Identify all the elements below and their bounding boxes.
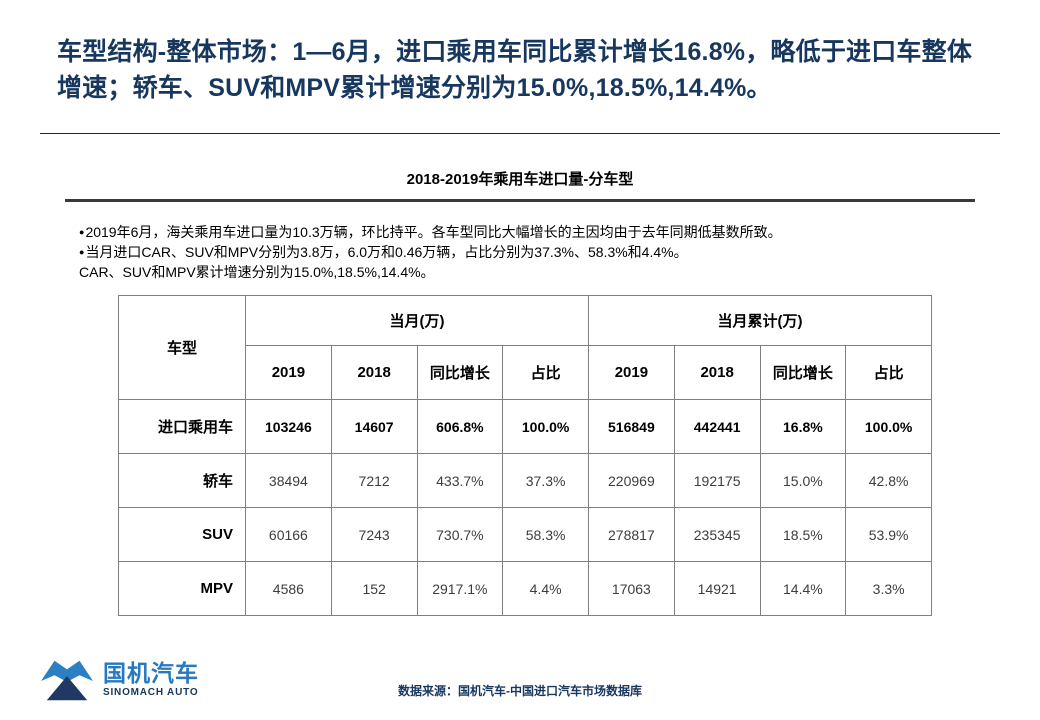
table-subheader: 同比增长	[416, 345, 504, 400]
table-group-header-cumulative: 当月累计(万)	[588, 295, 932, 346]
table-cell: 100.0%	[845, 399, 932, 454]
bullet-item: CAR、SUV和MPV累计增速分别为15.0%,18.5%,14.4%。	[79, 262, 954, 282]
bullet-text: 当月进口CAR、SUV和MPV分别为3.8万，6.0万和0.46万辆，占比分别为…	[85, 244, 688, 260]
table-cell: 14607	[330, 399, 418, 454]
bullet-text: CAR、SUV和MPV累计增速分别为15.0%,18.5%,14.4%。	[79, 264, 435, 280]
bullet-text: 2019年6月，海关乘用车进口量为10.3万辆，环比持平。各车型同比大幅增长的主…	[85, 224, 782, 240]
table-row: 进口乘用车 103246 14607 606.8% 100.0% 516849 …	[118, 399, 932, 454]
logo-mountain-icon	[41, 660, 93, 701]
table-corner-header: 车型	[118, 295, 246, 400]
chart-title-underline	[65, 199, 975, 202]
table-group-header-month: 当月(万)	[245, 295, 589, 346]
row-label: 进口乘用车	[118, 399, 246, 454]
company-logo: 国机汽车 SINOMACH AUTO	[38, 655, 199, 705]
table-cell: 100.0%	[502, 399, 589, 454]
bullet-icon: ●	[79, 227, 85, 237]
table-cell: 53.9%	[845, 507, 932, 562]
row-label: 轿车	[118, 453, 246, 508]
table-cell: 37.3%	[502, 453, 589, 508]
chart-title: 2018-2019年乘用车进口量-分车型	[406, 171, 634, 188]
table-subheader: 占比	[845, 345, 932, 400]
table-row: 轿车 38494 7212 433.7% 37.3% 220969 192175…	[118, 453, 932, 508]
table-cell: 38494	[245, 453, 332, 508]
table-cell: 278817	[588, 507, 675, 562]
table-subheader: 占比	[502, 345, 589, 400]
table-cell: 220969	[588, 453, 675, 508]
table-cell: 2917.1%	[416, 561, 504, 616]
table-row: MPV 4586 152 2917.1% 4.4% 17063 14921 14…	[118, 561, 932, 616]
row-label: MPV	[118, 561, 246, 616]
table-cell: 14921	[673, 561, 761, 616]
table-row: SUV 60166 7243 730.7% 58.3% 278817 23534…	[118, 507, 932, 562]
table-subheader: 2019	[588, 345, 675, 400]
page-title: 车型结构-整体市场：1—6月，进口乘用车同比累计增长16.8%，略低于进口车整体…	[57, 38, 973, 102]
table-cell: 433.7%	[416, 453, 504, 508]
table-subheader: 2018	[330, 345, 418, 400]
table-cell: 4.4%	[502, 561, 589, 616]
table-cell: 235345	[673, 507, 761, 562]
table-cell: 58.3%	[502, 507, 589, 562]
logo-name-en: SINOMACH AUTO	[103, 687, 199, 698]
table-cell: 103246	[245, 399, 332, 454]
logo-text: 国机汽车 SINOMACH AUTO	[103, 655, 199, 699]
table-cell: 60166	[245, 507, 332, 562]
bullet-item: ●当月进口CAR、SUV和MPV分别为3.8万，6.0万和0.46万辆，占比分别…	[79, 242, 954, 262]
table-subheader: 2018	[673, 345, 761, 400]
table-cell: 18.5%	[759, 507, 847, 562]
table-cell: 152	[330, 561, 418, 616]
table-subheader: 2019	[245, 345, 332, 400]
table-cell: 16.8%	[759, 399, 847, 454]
table-cell: 606.8%	[416, 399, 504, 454]
table-cell: 730.7%	[416, 507, 504, 562]
data-source-note: 数据来源：国机汽车-中国进口汽车市场数据库	[398, 684, 642, 698]
import-volume-table: 车型 当月(万) 当月累计(万) 2019 2018 同比增长 占比 2019 …	[118, 295, 932, 616]
table-cell: 192175	[673, 453, 761, 508]
table-cell: 42.8%	[845, 453, 932, 508]
table-cell: 516849	[588, 399, 675, 454]
logo-name-cn: 国机汽车	[103, 660, 199, 686]
table-cell: 7243	[330, 507, 418, 562]
table-cell: 3.3%	[845, 561, 932, 616]
row-label: SUV	[118, 507, 246, 562]
table-cell: 4586	[245, 561, 332, 616]
header-divider	[40, 133, 1000, 134]
bullet-icon: ●	[79, 247, 85, 257]
table-cell: 17063	[588, 561, 675, 616]
table-cell: 7212	[330, 453, 418, 508]
table-subheader-row: 2019 2018 同比增长 占比 2019 2018 同比增长 占比	[119, 345, 932, 400]
table-cell: 15.0%	[759, 453, 847, 508]
table-cell: 14.4%	[759, 561, 847, 616]
bullet-item: ●2019年6月，海关乘用车进口量为10.3万辆，环比持平。各车型同比大幅增长的…	[79, 222, 954, 242]
table-subheader: 同比增长	[759, 345, 847, 400]
bullet-list: ●2019年6月，海关乘用车进口量为10.3万辆，环比持平。各车型同比大幅增长的…	[79, 222, 954, 282]
table-cell: 442441	[673, 399, 761, 454]
